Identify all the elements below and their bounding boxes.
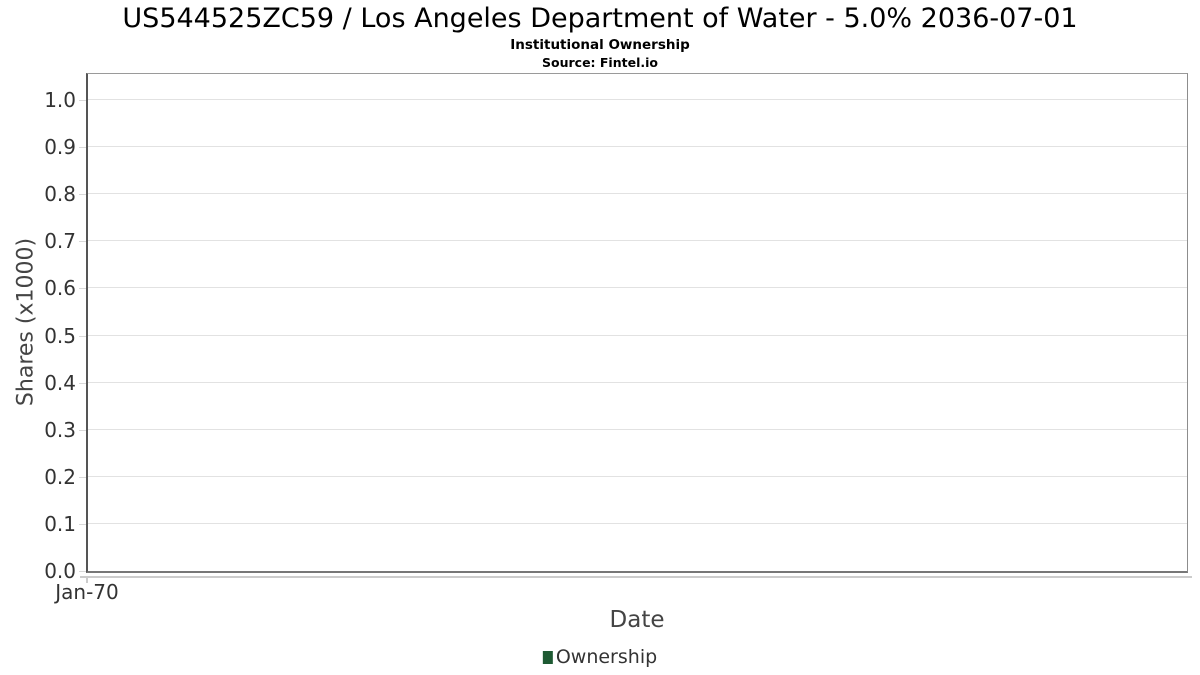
- y-tick-mark: [79, 288, 86, 289]
- y-gridline: [88, 334, 1187, 336]
- y-tick-mark: [79, 100, 86, 101]
- y-gridline: [88, 193, 1187, 195]
- y-tick-label: 0.2: [44, 465, 76, 489]
- y-tick-label: 0.9: [44, 135, 76, 159]
- y-tick-label: 0.8: [44, 182, 76, 206]
- legend-series-label: Ownership: [555, 646, 658, 668]
- y-gridline: [88, 99, 1187, 100]
- y-gridline: [88, 428, 1187, 430]
- y-tick-mark: [79, 147, 86, 148]
- chart-source-credit: Source: Fintel.io: [542, 55, 658, 70]
- y-gridline: [88, 475, 1187, 477]
- y-gridline: [88, 240, 1187, 242]
- y-tick-label: 0.1: [44, 512, 76, 536]
- plot-area: [86, 73, 1188, 573]
- chart-subtitle: Institutional Ownership: [510, 37, 690, 53]
- y-tick-mark: [79, 194, 86, 195]
- y-tick-mark: [79, 336, 86, 337]
- x-tick-label: Jan-70: [55, 580, 119, 604]
- y-tick-mark: [79, 524, 86, 525]
- y-gridline: [88, 287, 1187, 289]
- y-gridline: [88, 146, 1187, 148]
- x-axis-line: [80, 576, 1192, 578]
- y-tick-mark: [79, 430, 86, 431]
- y-axis-title: Shares (x1000): [13, 237, 39, 407]
- y-gridline: [88, 522, 1187, 524]
- y-tick-mark: [79, 241, 86, 242]
- x-tick-mark: [86, 576, 88, 583]
- y-tick-mark: [79, 571, 86, 572]
- legend: Ownership: [542, 645, 658, 669]
- y-gridline: [88, 381, 1187, 383]
- legend-series-marker-icon: [542, 650, 553, 664]
- y-tick-label: 0.3: [44, 418, 76, 442]
- y-tick-mark: [79, 383, 86, 384]
- chart-title: US544525ZC59 / Los Angeles Department of…: [122, 3, 1078, 34]
- legend-item-ownership[interactable]: Ownership: [542, 645, 658, 669]
- y-tick-label: 0.0: [44, 559, 76, 583]
- x-axis-title: Date: [609, 607, 665, 633]
- y-tick-label: 1.0: [44, 88, 76, 112]
- y-tick-mark: [79, 477, 86, 478]
